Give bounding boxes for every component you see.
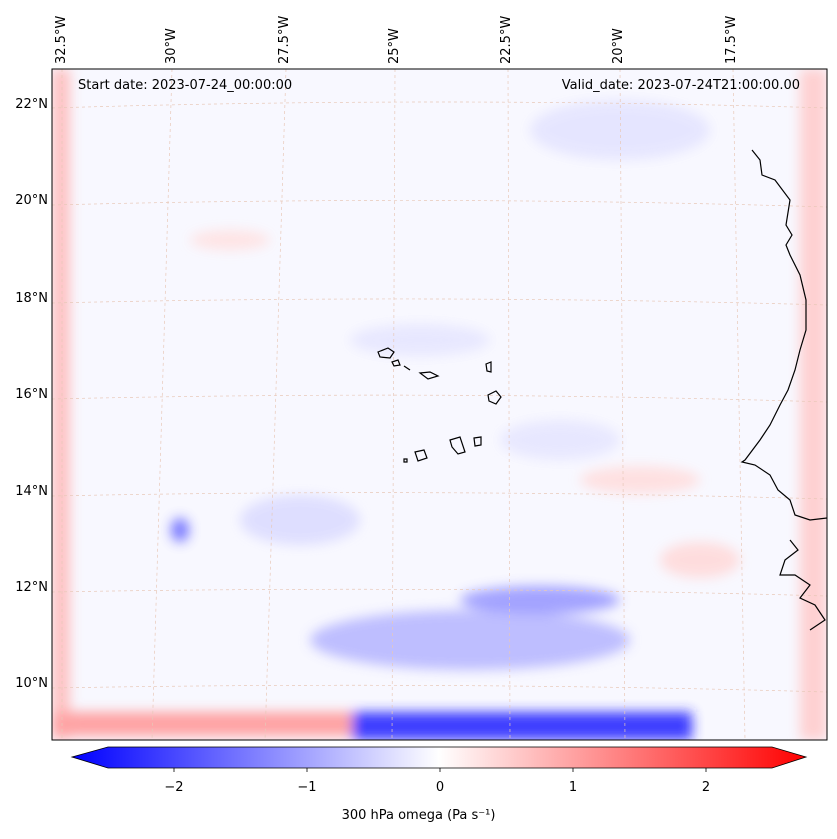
lon-label-17-5w: 17.5°W — [724, 15, 739, 64]
start-date-label: Start date: 2023-07-24_00:00:00 — [78, 78, 293, 93]
colorbar-tick-label: 0 — [435, 780, 445, 795]
lon-label-32-5w: 32.5°W — [54, 15, 69, 64]
lat-label-10n: 10°N — [15, 676, 48, 691]
map-frame — [51, 68, 828, 741]
lat-label-14n: 14°N — [15, 484, 48, 499]
lon-label-27-5w: 27.5°W — [277, 15, 292, 64]
map-panel — [52, 69, 827, 740]
lat-label-22n: 22°N — [15, 97, 48, 112]
africa-coastline — [740, 149, 827, 631]
lon-label-22-5w: 22.5°W — [499, 15, 514, 64]
lon-label-30w: 30°W — [164, 28, 179, 64]
lat-label-18n: 18°N — [15, 291, 48, 306]
colorbar — [70, 746, 808, 772]
colorbar-tick-label: 2 — [701, 780, 711, 795]
gridlines — [52, 69, 827, 740]
colorbar-title: 300 hPa omega (Pa s⁻¹) — [341, 808, 496, 823]
cape-verde-islands — [377, 347, 502, 463]
valid-date-label: Valid_date: 2023-07-24T21:00:00.00 — [561, 78, 800, 93]
lon-label-25w: 25°W — [387, 28, 402, 64]
colorbar-tick-label: 1 — [568, 780, 578, 795]
lat-label-12n: 12°N — [15, 580, 48, 595]
lat-label-16n: 16°N — [15, 387, 48, 402]
colorbar-tick-label: −1 — [297, 780, 317, 795]
colorbar-tick-label: −2 — [164, 780, 184, 795]
lon-label-20w: 20°W — [611, 28, 626, 64]
lat-label-20n: 20°N — [15, 193, 48, 208]
